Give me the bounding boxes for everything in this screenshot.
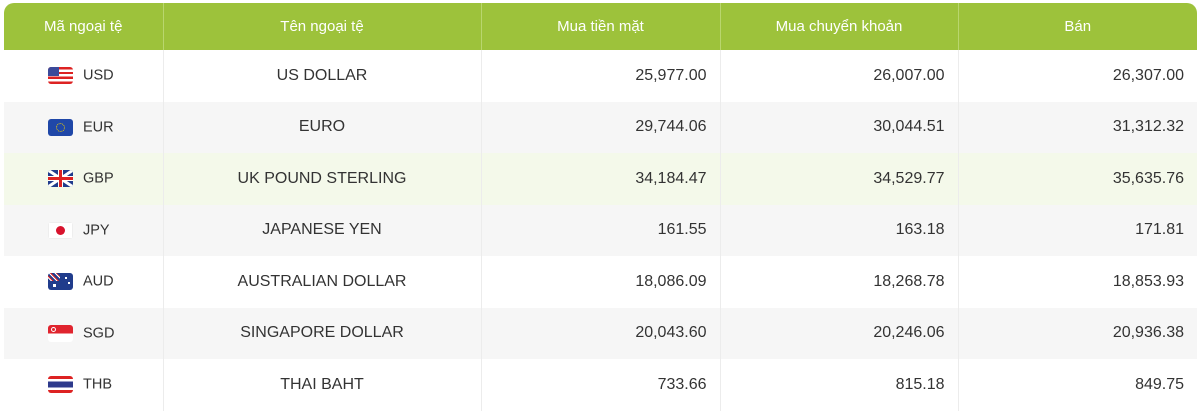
currency-code: AUD — [83, 273, 114, 290]
header-transfer-buy: Mua chuyển khoản — [720, 3, 959, 50]
currency-code-cell: GBP — [4, 153, 164, 205]
sell-rate: 849.75 — [1135, 375, 1184, 393]
currency-code: SGD — [83, 325, 115, 342]
currency-name: US DOLLAR — [163, 50, 482, 102]
us-flag-icon — [48, 67, 73, 85]
table-header: Mã ngoại tệ Tên ngoại tệ Mua tiền mặt Mu… — [4, 3, 1197, 50]
sell-rate: 31,312.32 — [958, 101, 1197, 153]
cash-buy-rate: 25,977.00 — [481, 50, 721, 102]
cash-buy-rate: 20,043.60 — [481, 307, 721, 359]
currency-code: JPY — [83, 222, 110, 239]
transfer-buy-rate: 34,529.77 — [720, 153, 959, 205]
transfer-buy-rate: 815.18 — [720, 359, 959, 411]
singapore-flag-icon — [48, 324, 73, 342]
transfer-buy-rate: 18,268.78 — [720, 256, 959, 308]
header-code: Mã ngoại tệ — [4, 3, 164, 50]
currency-name: JAPANESE YEN — [163, 204, 482, 256]
cash-buy-rate: 34,184.47 — [481, 153, 721, 205]
currency-name: UK POUND STERLING — [163, 153, 482, 205]
currency-code-cell: AUD — [4, 256, 164, 308]
transfer-buy-rate: 20,246.06 — [720, 307, 959, 359]
japan-flag-icon — [48, 221, 73, 239]
cash-buy-rate: 733.66 — [481, 359, 721, 411]
eu-flag-icon — [48, 118, 73, 136]
australia-flag-icon — [48, 273, 73, 291]
table-row: USD US DOLLAR 25,977.00 26,007.00 26,307… — [4, 50, 1197, 102]
sell-rate: 26,307.00 — [1112, 66, 1184, 84]
table-row: AUD AUSTRALIAN DOLLAR 18,086.09 18,268.7… — [4, 256, 1197, 308]
cash-buy-rate: 18,086.09 — [481, 256, 721, 308]
exchange-rate-table: Mã ngoại tệ Tên ngoại tệ Mua tiền mặt Mu… — [4, 3, 1197, 411]
currency-code: THB — [83, 376, 112, 393]
exchange-rate-table-container: Mã ngoại tệ Tên ngoại tệ Mua tiền mặt Mu… — [4, 3, 1197, 411]
currency-name: SINGAPORE DOLLAR — [163, 307, 482, 359]
currency-code-cell: JPY — [4, 204, 164, 256]
currency-code: GBP — [83, 170, 114, 187]
table-row: GBP UK POUND STERLING 34,184.47 34,529.7… — [4, 153, 1197, 205]
currency-code-cell: EUR — [4, 101, 164, 153]
uk-flag-icon — [48, 170, 73, 188]
currency-code-cell: SGD — [4, 307, 164, 359]
cash-buy-rate: 161.55 — [481, 204, 721, 256]
sell-rate: 35,635.76 — [958, 153, 1197, 205]
sell-rate: 18,853.93 — [1112, 272, 1184, 290]
table-row: SGD SINGAPORE DOLLAR 20,043.60 20,246.06… — [4, 307, 1197, 359]
currency-code: EUR — [83, 119, 114, 136]
currency-code-cell: USD — [4, 50, 164, 102]
currency-code-cell: THB — [4, 359, 164, 411]
sell-rate: 171.81 — [958, 204, 1197, 256]
table-row: EUR EURO 29,744.06 30,044.51 31,312.32 — [4, 101, 1197, 153]
transfer-buy-rate: 26,007.00 — [720, 50, 959, 102]
cash-buy-rate: 29,744.06 — [481, 101, 721, 153]
table-row: THB THAI BAHT 733.66 815.18 849.75 — [4, 359, 1197, 411]
header-cash-buy: Mua tiền mặt — [481, 3, 721, 50]
table-row: JPY JAPANESE YEN 161.55 163.18 171.81 — [4, 204, 1197, 256]
currency-name: THAI BAHT — [163, 359, 482, 411]
thailand-flag-icon — [48, 376, 73, 394]
currency-code: USD — [83, 67, 114, 84]
transfer-buy-rate: 163.18 — [720, 204, 959, 256]
header-name: Tên ngoại tệ — [163, 3, 482, 50]
currency-name: AUSTRALIAN DOLLAR — [163, 256, 482, 308]
transfer-buy-rate: 30,044.51 — [720, 101, 959, 153]
header-sell: Bán — [958, 3, 1197, 50]
sell-rate: 20,936.38 — [958, 307, 1197, 359]
currency-name: EURO — [163, 101, 482, 153]
